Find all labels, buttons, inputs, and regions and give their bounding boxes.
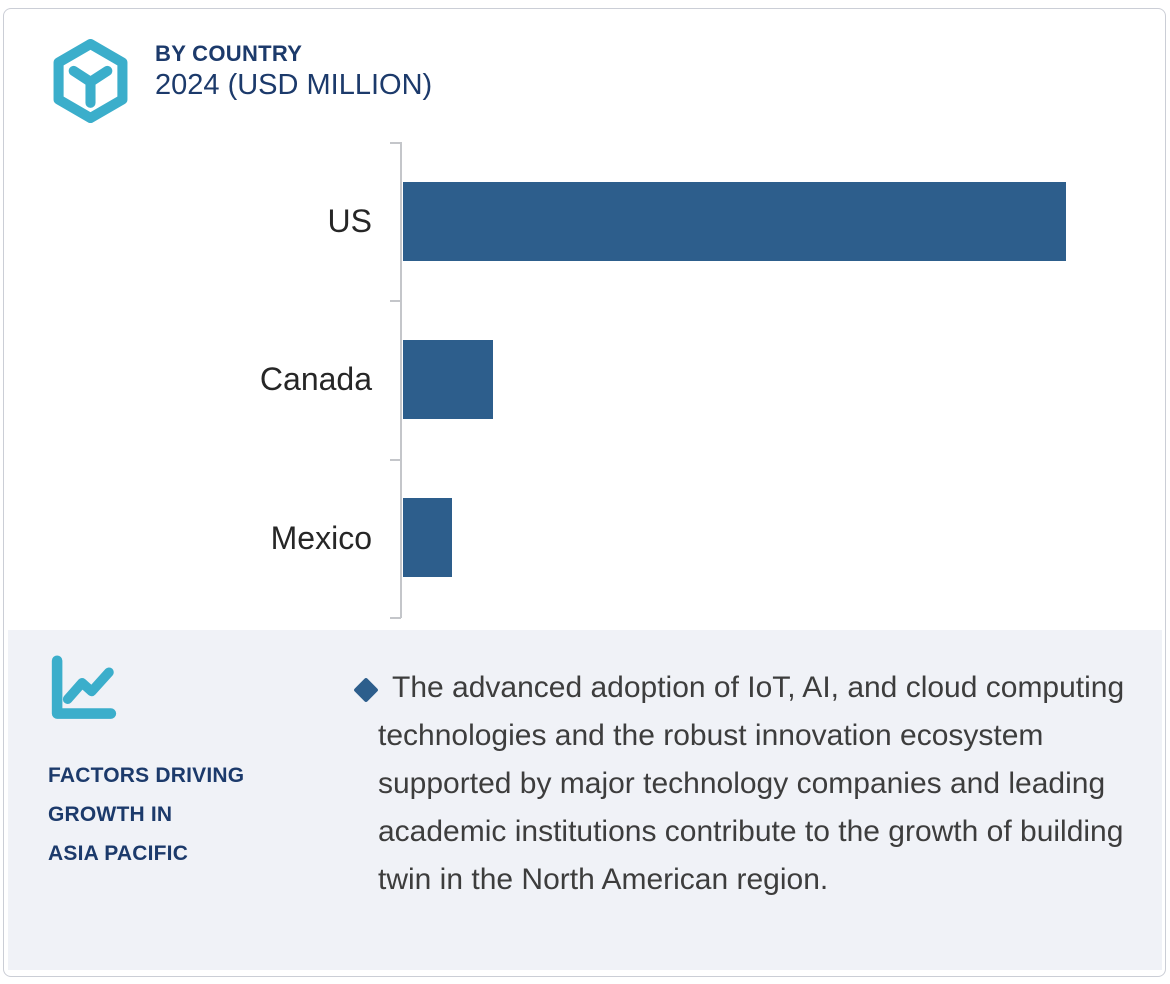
category-label-canada: Canada [259,361,372,398]
line-chart-icon [51,655,117,719]
bar-canada [403,339,493,419]
factors-panel [8,630,1162,970]
y-axis-line [400,142,402,618]
bar-us [403,181,1066,261]
y-axis-tick [390,616,401,619]
factors-bullet-text: The advanced adoption of IoT, AI, and cl… [378,671,1125,896]
chart-title: BY COUNTRY [155,41,303,66]
category-label-mexico: Mexico [270,519,372,556]
factors-heading: FACTORS DRIVING GROWTH IN ASIA PACIFIC [48,764,245,865]
chart-subtitle: 2024 (USD MILLION) [155,69,433,101]
y-axis-tick [390,142,401,144]
category-label-us: US [327,203,372,240]
bar-mexico [403,498,452,578]
hexagon-cube-icon [53,39,128,123]
y-axis-tick [390,458,401,461]
chart-header: BY COUNTRY 2024 (USD MILLION) [155,39,432,102]
y-axis-tick [390,300,401,303]
